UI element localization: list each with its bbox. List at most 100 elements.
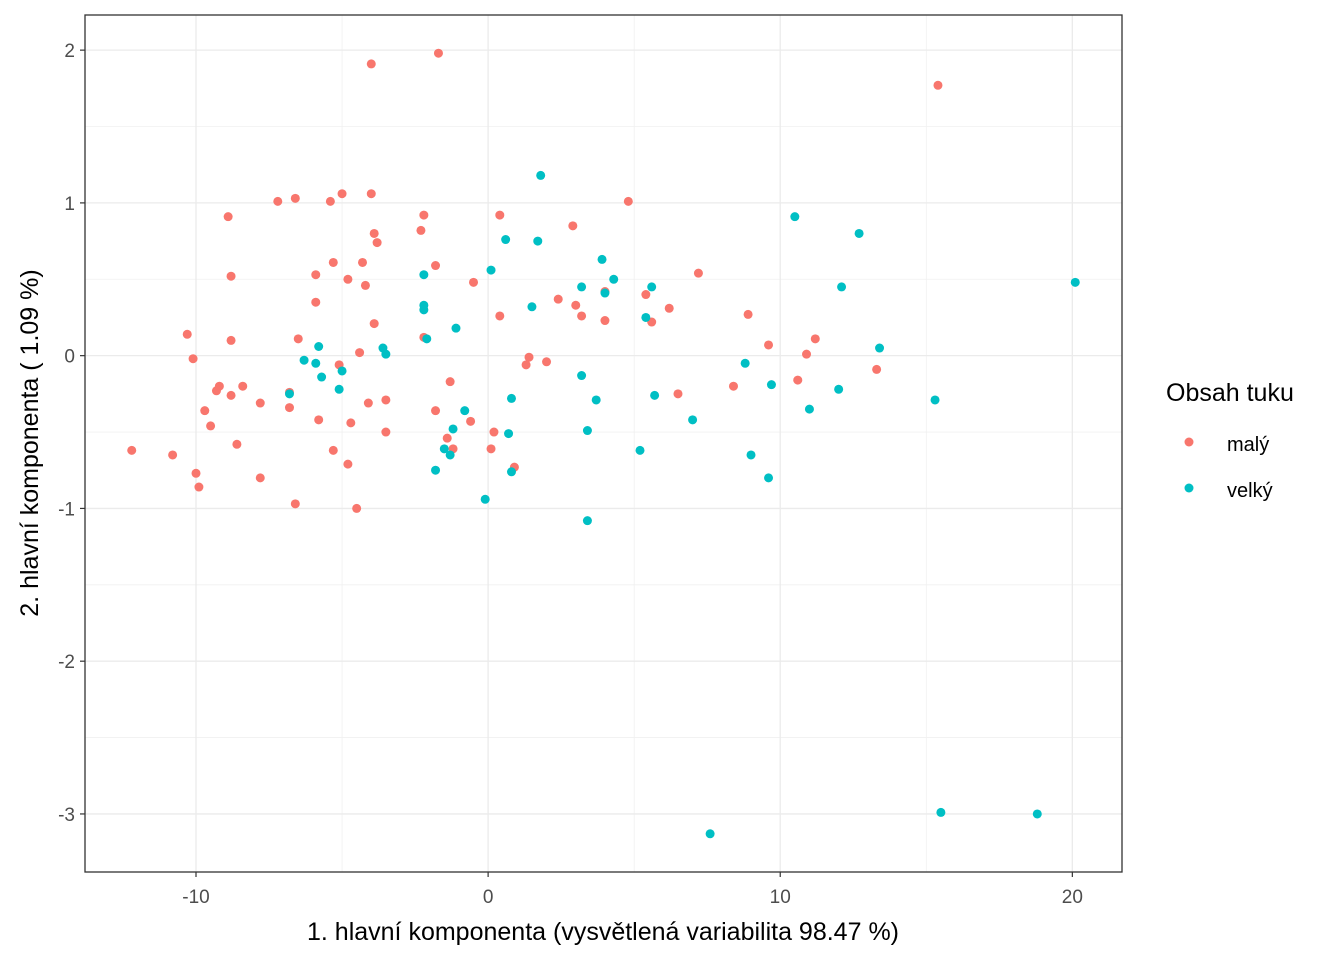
point-maly (168, 450, 178, 460)
y-tick-label: -2 (58, 652, 75, 673)
point-maly (489, 427, 499, 437)
point-maly (369, 319, 379, 329)
point-maly (255, 473, 265, 483)
point-maly (728, 381, 738, 391)
point-maly (358, 257, 368, 267)
point-maly (445, 377, 455, 387)
point-velky (419, 270, 429, 280)
point-maly (290, 499, 300, 509)
point-velky (1070, 277, 1080, 287)
point-maly (325, 196, 335, 206)
point-maly (188, 354, 198, 364)
point-maly (343, 274, 353, 284)
point-maly (802, 349, 812, 359)
point-velky (650, 390, 660, 400)
point-maly (664, 303, 674, 313)
point-maly (255, 398, 265, 408)
point-maly (381, 427, 391, 437)
point-maly (127, 445, 137, 455)
point-maly (226, 271, 236, 281)
legend-label-maly: malý (1227, 434, 1269, 456)
point-velky (804, 404, 814, 414)
minor-gridlines (85, 15, 1122, 872)
point-velky (597, 254, 607, 264)
point-velky (381, 349, 391, 359)
point-maly (495, 210, 505, 220)
legend-label-velky: velký (1227, 480, 1273, 502)
point-velky (533, 236, 543, 246)
point-maly (369, 228, 379, 238)
x-axis-ticks: -10 0 10 20 (182, 872, 1083, 908)
point-maly (442, 433, 452, 443)
point-velky (536, 170, 546, 180)
point-velky (635, 445, 645, 455)
point-maly (486, 444, 496, 454)
point-velky (930, 395, 940, 405)
y-tick-label: 0 (64, 347, 75, 368)
point-maly (524, 352, 534, 362)
point-maly (372, 238, 382, 248)
point-velky (577, 371, 587, 381)
point-velky (314, 341, 324, 351)
point-maly (416, 225, 426, 235)
point-velky (460, 406, 470, 416)
point-velky (480, 494, 490, 504)
point-velky (600, 288, 610, 298)
point-velky (419, 305, 429, 315)
point-maly (343, 459, 353, 469)
legend-key-velky (1184, 483, 1194, 493)
point-maly (366, 59, 376, 69)
point-maly (273, 196, 283, 206)
point-maly (568, 221, 578, 231)
point-maly (363, 398, 373, 408)
point-maly (521, 360, 531, 370)
point-maly (366, 189, 376, 199)
point-maly (293, 334, 303, 344)
point-velky (317, 372, 327, 382)
point-maly (872, 364, 882, 374)
point-maly (793, 375, 803, 385)
y-tick-label: 1 (64, 194, 75, 215)
point-maly (355, 348, 365, 358)
point-maly (764, 340, 774, 350)
point-maly (223, 212, 233, 222)
point-maly (673, 389, 683, 399)
point-velky (284, 389, 294, 399)
point-maly (226, 335, 236, 345)
point-maly (810, 334, 820, 344)
point-velky (854, 228, 864, 238)
point-maly (200, 406, 210, 416)
point-velky (647, 282, 657, 292)
point-maly (433, 48, 443, 58)
point-maly (328, 445, 338, 455)
point-velky (764, 473, 774, 483)
point-velky (641, 312, 651, 322)
point-maly (600, 316, 610, 326)
point-velky (582, 426, 592, 436)
y-tick-label: 2 (64, 41, 75, 62)
point-maly (346, 418, 356, 428)
x-tick-label: 0 (483, 887, 494, 908)
point-maly (290, 193, 300, 203)
point-maly (693, 268, 703, 278)
point-maly (232, 439, 242, 449)
point-velky (448, 424, 458, 434)
point-maly (577, 311, 587, 321)
point-velky (451, 323, 461, 333)
point-velky (334, 384, 344, 394)
point-velky (506, 467, 516, 477)
point-velky (591, 395, 601, 405)
point-velky (445, 450, 455, 460)
major-gridlines (85, 15, 1122, 872)
point-maly (214, 381, 224, 391)
point-velky (837, 282, 847, 292)
y-axis-ticks: -3 -2 -1 0 1 2 (58, 41, 85, 826)
data-points (127, 48, 1080, 839)
point-maly (623, 196, 633, 206)
point-maly (743, 309, 753, 319)
x-tick-label: -10 (182, 887, 209, 908)
point-maly (284, 403, 294, 413)
point-velky (766, 380, 776, 390)
point-velky (527, 302, 537, 312)
